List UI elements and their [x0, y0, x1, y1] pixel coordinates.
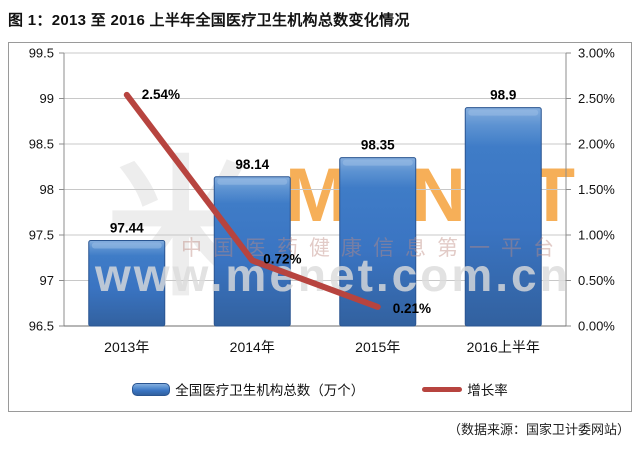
x-axis-category-label: 2015年 [355, 339, 400, 355]
left-axis-tick-label: 99.5 [29, 46, 54, 61]
right-axis-tick-label: 0.00% [578, 319, 615, 334]
bar-gloss-highlight [342, 159, 413, 166]
x-axis-category-label: 2014年 [230, 339, 275, 355]
bar-gloss-highlight [468, 109, 539, 116]
bar-series-legend-marker [132, 382, 171, 396]
line-series-legend-marker [422, 386, 463, 392]
legend-item-line-series: 增长率 [422, 379, 508, 399]
line-data-label: 0.72% [263, 251, 301, 266]
bar [88, 239, 166, 327]
right-axis-tick-label: 2.50% [578, 91, 615, 106]
bar-gloss-highlight [217, 178, 288, 185]
left-axis-tick-label: 98 [40, 182, 54, 197]
left-axis-tick-label: 98.5 [29, 137, 54, 152]
bar-data-label: 98.14 [235, 157, 269, 172]
right-axis-tick-label: 3.00% [578, 46, 615, 61]
bar [339, 157, 417, 327]
bar-gloss-highlight [91, 242, 162, 249]
left-axis-tick-label: 97.5 [29, 228, 54, 243]
chart-legend: 全国医疗卫生机构总数（万个） 增长率 [9, 377, 631, 401]
x-axis-category-label: 2013年 [104, 339, 149, 355]
right-axis-tick-label: 2.00% [578, 137, 615, 152]
growth-rate-line [123, 91, 381, 310]
right-axis-tick-label: 0.50% [578, 273, 615, 288]
right-axis-tick-label: 1.00% [578, 228, 615, 243]
left-axis-tick-label: 99 [40, 91, 54, 106]
left-axis-tick-label: 96.5 [29, 319, 54, 334]
bar [213, 176, 291, 327]
line-series-legend-label: 增长率 [467, 383, 508, 398]
bar-data-label: 98.35 [361, 138, 395, 153]
bar [464, 107, 542, 327]
watermark-slogan: 中国医药健康信息第一平台 [181, 237, 565, 260]
figure-title: 图 1：2013 至 2016 上半年全国医疗卫生机构总数变化情况 [8, 12, 410, 29]
line-data-label: 2.54% [142, 87, 180, 102]
bar-series-legend-label: 全国医疗卫生机构总数（万个） [175, 383, 365, 398]
right-axis-tick-label: 1.50% [578, 182, 615, 197]
line-data-label: 0.21% [393, 301, 431, 316]
source-note: （数据来源：国家卫计委网站） [447, 422, 630, 437]
left-axis-tick-label: 97 [40, 273, 54, 288]
bar-data-label: 97.44 [110, 220, 144, 235]
chart-frame: 米 MENET 99.5 3.00% 99 2.50% 98.5 2.00% 98 1.50% 97… [8, 42, 632, 412]
bar-data-label: 98.9 [490, 88, 516, 103]
legend-item-bar-series: 全国医疗卫生机构总数（万个） [132, 379, 364, 399]
x-axis-category-label: 2016上半年 [467, 339, 540, 355]
